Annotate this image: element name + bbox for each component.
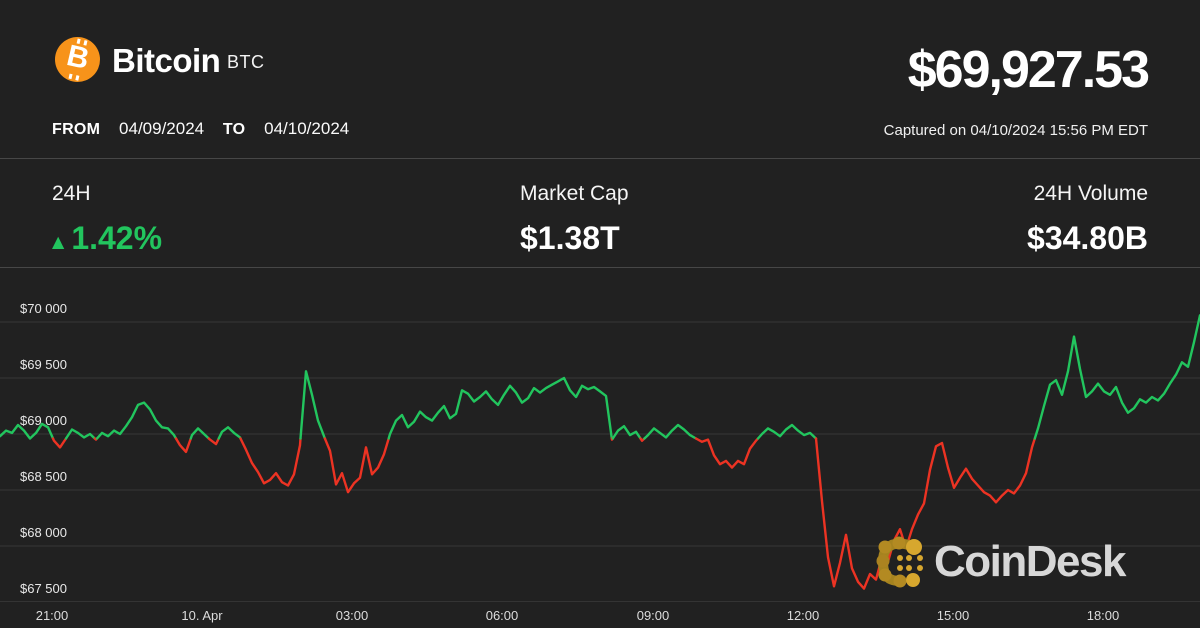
- price-line-segment-up: [217, 426, 242, 440]
- x-axis: 21:00 10. Apr 03:00 06:00 09:00 12:00 15:00 18:…: [0, 602, 1200, 628]
- stats-band: 24H ▲ 1.42% Market Cap $1.38T 24H Volume …: [0, 160, 1200, 268]
- coin-name: Bitcoin: [112, 42, 221, 79]
- stat-label-24h: 24H: [52, 182, 91, 205]
- price-line-segment-up: [387, 376, 613, 440]
- up-arrow-icon: ▲: [52, 232, 65, 251]
- bitcoin-b-glyph: B: [51, 33, 105, 87]
- from-date: 04/09/2024: [119, 119, 205, 138]
- price-line-segment-down: [694, 437, 760, 469]
- price-line-segment-down: [814, 437, 1037, 590]
- coindesk-wordmark: CoinDesk: [934, 537, 1126, 586]
- price-line-segment-down: [239, 437, 302, 487]
- stat-value-24h-volume: $34.80B: [1027, 220, 1148, 256]
- x-axis-label: 21:00: [35, 608, 69, 623]
- price-line-segment-up: [611, 424, 642, 440]
- y-axis-label: $70 000: [20, 301, 67, 316]
- date-range: FROM 04/09/2024 TO 04/10/2024: [52, 119, 363, 139]
- price-line-segment-up: [643, 423, 698, 440]
- current-price: $69,927.53: [907, 41, 1150, 99]
- x-axis-label: 10. Apr: [181, 608, 223, 623]
- price-line-segment-down: [174, 437, 193, 454]
- to-label: TO: [222, 121, 246, 138]
- price-line-segment-up: [299, 370, 327, 440]
- stat-label-24h-volume: 24H Volume: [1033, 182, 1148, 205]
- price-chart: $70 000 $69 500 $69 000 $68 500 $68 000 $67 5…: [0, 270, 1200, 602]
- y-axis-label: $69 000: [20, 413, 67, 428]
- y-axis-label: $67 500: [20, 581, 67, 596]
- x-axis-label: 06:00: [485, 608, 519, 623]
- header: B Bitcoin BTC $69,927.53 FROM 04/09/2024…: [0, 0, 1200, 159]
- price-line-segment-up: [756, 423, 818, 440]
- stat-value-market-cap: $1.38T: [520, 220, 620, 256]
- price-line-segment-up: [64, 428, 97, 440]
- captured-timestamp: Captured on 04/10/2024 15:56 PM EDT: [883, 122, 1148, 139]
- bitcoin-icon: B: [55, 37, 100, 82]
- x-axis-label: 18:00: [1086, 608, 1120, 623]
- y-axis-label: $68 000: [20, 525, 67, 540]
- stat-label-market-cap: Market Cap: [520, 182, 629, 205]
- price-line-segment-down: [51, 437, 68, 449]
- price-line-svg: [0, 314, 1200, 602]
- price-line-segment-up: [1033, 314, 1200, 440]
- price-line-segment-down: [323, 437, 390, 494]
- price-line-segment-up: [95, 401, 178, 440]
- stat-value-24h-change: ▲ 1.42%: [52, 220, 162, 257]
- coindesk-logo-icon: [876, 536, 923, 588]
- x-axis-label: 09:00: [636, 608, 670, 623]
- coin-symbol: BTC: [227, 52, 265, 72]
- to-date: 04/10/2024: [264, 119, 350, 138]
- x-axis-label: 15:00: [936, 608, 970, 623]
- price-line-segment-up: [0, 422, 55, 440]
- change-percent: 1.42%: [71, 220, 163, 256]
- price-line-segment-up: [189, 427, 211, 440]
- coindesk-watermark: CoinDesk: [874, 534, 1126, 590]
- x-axis-label: 03:00: [335, 608, 369, 623]
- y-axis-label: $68 500: [20, 469, 67, 484]
- y-axis-label: $69 500: [20, 357, 67, 372]
- x-axis-label: 12:00: [786, 608, 820, 623]
- from-label: FROM: [52, 121, 101, 138]
- price-line-segment-down: [207, 437, 220, 446]
